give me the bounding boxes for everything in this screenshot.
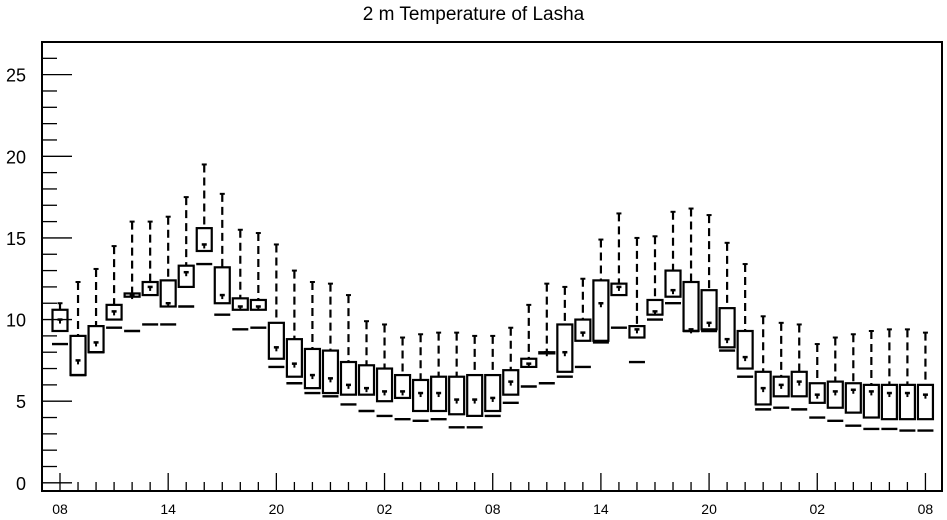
- box-47: [898, 328, 917, 432]
- box-9: [213, 192, 231, 316]
- box-22: [448, 331, 466, 429]
- box-30: [592, 238, 610, 344]
- box-iqr: [69, 334, 87, 377]
- box-iqr: [87, 324, 105, 354]
- box-48: [916, 331, 935, 432]
- box-43: [826, 336, 844, 422]
- y-tick-label: 0: [16, 474, 26, 494]
- x-tick-label: 20: [701, 501, 717, 517]
- y-tick-label: 25: [6, 66, 26, 86]
- box-iqr: [664, 269, 682, 298]
- box-iqr: [195, 227, 213, 253]
- plot-frame: [41, 41, 943, 492]
- box-29: [574, 277, 592, 369]
- box-18: [375, 323, 394, 418]
- box-39: [754, 315, 772, 411]
- box-1: [69, 281, 87, 377]
- box-iqr: [339, 360, 358, 396]
- box-iqr: [177, 264, 195, 289]
- y-tick-label: 20: [6, 147, 26, 167]
- box-iqr: [267, 321, 285, 360]
- box-3: [105, 245, 123, 329]
- box-34: [664, 210, 682, 305]
- box-12: [267, 243, 285, 369]
- box-4: [123, 220, 141, 333]
- box-19: [393, 336, 412, 421]
- box-46: [880, 328, 898, 431]
- box-2: [87, 267, 105, 354]
- box-41: [790, 323, 808, 411]
- box-31: [610, 212, 628, 329]
- box-iqr: [844, 382, 862, 414]
- box-33: [646, 235, 664, 321]
- box-44: [844, 333, 862, 427]
- box-iqr: [574, 318, 592, 342]
- box-iqr: [303, 347, 322, 390]
- x-tick-label: 08: [485, 501, 501, 517]
- box-iqr: [736, 329, 754, 370]
- x-tick-label: 08: [918, 501, 934, 517]
- box-iqr: [321, 349, 340, 395]
- box-35: [682, 207, 700, 334]
- box-7: [177, 196, 195, 308]
- box-iqr: [448, 375, 466, 416]
- box-21: [430, 331, 448, 421]
- box-45: [862, 329, 880, 431]
- box-iqr: [862, 383, 880, 419]
- box-iqr: [880, 383, 898, 421]
- y-tick-label: 15: [6, 229, 26, 249]
- box-iqr: [466, 373, 484, 417]
- box-6: [159, 215, 177, 326]
- x-tick-label: 20: [269, 501, 285, 517]
- x-tick-label: 08: [52, 501, 68, 517]
- box-24: [484, 334, 502, 418]
- box-iqr: [213, 266, 231, 305]
- box-iqr: [357, 364, 376, 396]
- box-iqr: [484, 373, 502, 413]
- box-iqr: [556, 323, 574, 373]
- x-tick-label: 02: [809, 501, 825, 517]
- box-iqr: [393, 373, 412, 400]
- axes-layer: 0 5 10 15 20 25 08 14 20 02 08 14 20 02 08: [6, 41, 943, 517]
- box-11: [249, 232, 267, 329]
- box-iqr: [592, 279, 610, 342]
- box-iqr: [375, 367, 394, 403]
- box-8: [195, 163, 213, 266]
- box-15: [321, 282, 340, 398]
- box-16: [339, 294, 358, 406]
- box-42: [808, 343, 826, 419]
- box-iqr: [808, 382, 826, 404]
- box-10: [231, 228, 249, 331]
- box-38: [736, 263, 754, 378]
- box-0: [51, 302, 69, 346]
- y-tick-label: 10: [6, 311, 26, 331]
- box-17: [357, 320, 376, 413]
- box-14: [303, 281, 322, 395]
- box-26: [520, 303, 538, 388]
- box-13: [285, 269, 303, 385]
- x-tick-label: 14: [593, 501, 609, 517]
- chart-title: 2 m Temperature of Lasha: [362, 4, 585, 25]
- box-32: [628, 236, 646, 364]
- box-36: [700, 214, 718, 333]
- box-iqr: [898, 383, 917, 421]
- box-iqr: [285, 338, 303, 378]
- box-25: [502, 326, 520, 405]
- box-37: [718, 241, 736, 352]
- y-tick-label: 5: [16, 392, 26, 412]
- x-tick-label: 02: [377, 501, 393, 517]
- box-iqr: [718, 307, 736, 349]
- box-40: [772, 321, 790, 409]
- x-tick-label: 14: [160, 501, 176, 517]
- box-iqr: [916, 383, 935, 421]
- box-iqr: [682, 280, 700, 333]
- box-27: [538, 282, 556, 385]
- box-20: [412, 333, 430, 422]
- box-5: [141, 220, 159, 326]
- box-iqr: [700, 289, 718, 331]
- box-28: [556, 285, 574, 378]
- box-23: [466, 334, 484, 429]
- boxes-layer: [51, 163, 935, 432]
